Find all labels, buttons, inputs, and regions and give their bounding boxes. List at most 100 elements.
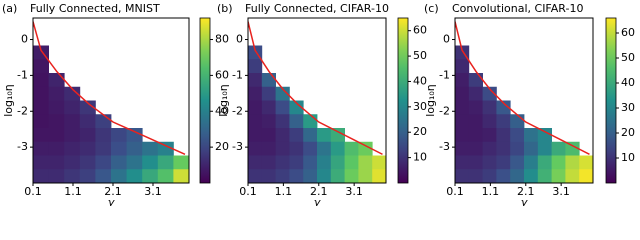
heatmap-cell (261, 100, 276, 115)
heatmap-cell (524, 128, 539, 143)
heatmap-cell (261, 141, 276, 156)
heatmap-cell (455, 59, 470, 74)
heatmap-cell (79, 155, 96, 170)
panel-label: (a) (2, 2, 17, 15)
heatmap-cell (142, 155, 159, 170)
heatmap-cell (468, 141, 483, 156)
heatmap-cell (111, 128, 127, 143)
heatmap-cell (33, 73, 49, 88)
heatmap-cell (289, 155, 304, 170)
heatmap-cell (303, 169, 318, 184)
heatmap-cell (289, 169, 304, 184)
y-tick-label: -3 (232, 140, 243, 153)
x-tick-label: 1.1 (275, 185, 293, 198)
colorbar-tick-label: 50 (621, 51, 635, 64)
heatmap-cell (275, 128, 290, 143)
heatmap-cell (482, 141, 497, 156)
colorbar (199, 17, 211, 184)
boundary-curve (455, 21, 590, 155)
colorbar (397, 17, 409, 184)
heatmap-cell (344, 169, 359, 184)
x-tick-label: 3.1 (144, 185, 162, 198)
heatmap-cell (330, 128, 345, 143)
heatmap-cell (248, 100, 263, 115)
colorbar-tick-label: 10 (413, 151, 427, 164)
heatmap-cell (33, 169, 49, 184)
heatmap-cell (33, 155, 49, 170)
heatmap-cell (261, 155, 276, 170)
heatmap-cell (468, 169, 483, 184)
colorbar-tick-label: 40 (413, 74, 427, 87)
heatmap-cell (303, 155, 318, 170)
heatmap-cell (248, 141, 263, 156)
panel-title: Fully Connected, CIFAR-10 (245, 2, 389, 15)
heatmap-cell (524, 141, 539, 156)
heatmap-cell (510, 114, 525, 129)
heatmap-cell (173, 155, 190, 170)
heatmap-cell (496, 100, 511, 115)
colorbar-tick-label: 40 (215, 104, 229, 117)
panel-label: (b) (217, 2, 233, 15)
y-axis-label: log₁₀η (217, 84, 230, 117)
heatmap-cell (468, 73, 483, 88)
heatmap-cell (261, 128, 276, 143)
heatmap-cell (303, 141, 318, 156)
x-tick-label: 3.1 (345, 185, 363, 198)
heatmap-cell (33, 100, 49, 115)
heatmap-cell (95, 169, 112, 184)
heatmap-cell (48, 100, 65, 115)
x-tick-label: 2.1 (310, 185, 328, 198)
heatmap-cell (248, 169, 263, 184)
heatmap-cell (344, 155, 359, 170)
heatmap-cell (468, 114, 483, 129)
heatmap-cell (142, 141, 159, 156)
heatmap-cell (317, 169, 332, 184)
heatmap-cell (126, 141, 143, 156)
axes-frame (32, 17, 190, 184)
x-tick-label: 2.1 (517, 185, 535, 198)
heatmap-cell (275, 141, 290, 156)
heatmap-cell (565, 169, 580, 184)
heatmap-cell (455, 141, 470, 156)
heatmap-cell (551, 141, 566, 156)
heatmap-cell (64, 141, 81, 156)
heatmap-cell (510, 155, 525, 170)
heatmap-cell (482, 114, 497, 129)
heatmap-cell (317, 155, 332, 170)
heatmap-cell (455, 100, 470, 115)
heatmap-cell (330, 141, 345, 156)
heatmap-cell (95, 114, 112, 129)
heatmap-cell (510, 169, 525, 184)
axes-frame (247, 17, 387, 184)
x-tick-label: 2.1 (104, 185, 122, 198)
colorbar-tick-label: 60 (413, 24, 427, 37)
x-tick-label: 3.1 (552, 185, 570, 198)
colorbar-tick-label: 30 (413, 100, 427, 113)
x-tick-label: 0.1 (239, 185, 257, 198)
y-tick-label: -1 (232, 68, 243, 81)
heatmap-cell (565, 155, 580, 170)
heatmap-cell (48, 155, 65, 170)
heatmap-cell (64, 155, 81, 170)
colorbar-tick-label: 20 (215, 140, 229, 153)
heatmap-cell (48, 128, 65, 143)
heatmap-cell (537, 169, 552, 184)
heatmap-cell (157, 169, 174, 184)
heatmap-cell (33, 86, 49, 101)
heatmap-cell (372, 169, 387, 184)
heatmap-cell (482, 86, 497, 101)
x-tick-label: 0.1 (446, 185, 464, 198)
colorbar-tick-label: 50 (413, 49, 427, 62)
heatmap-cell (455, 73, 470, 88)
y-tick-label: -3 (17, 140, 28, 153)
heatmap-cell (482, 100, 497, 115)
heatmap-cell (79, 141, 96, 156)
heatmap-cell (510, 141, 525, 156)
heatmap-cell (248, 86, 263, 101)
heatmap-cell (289, 100, 304, 115)
heatmap-cell (344, 141, 359, 156)
heatmap-cell (303, 128, 318, 143)
heatmap-cell (289, 141, 304, 156)
heatmap-cell (496, 114, 511, 129)
heatmap-cell (33, 114, 49, 129)
